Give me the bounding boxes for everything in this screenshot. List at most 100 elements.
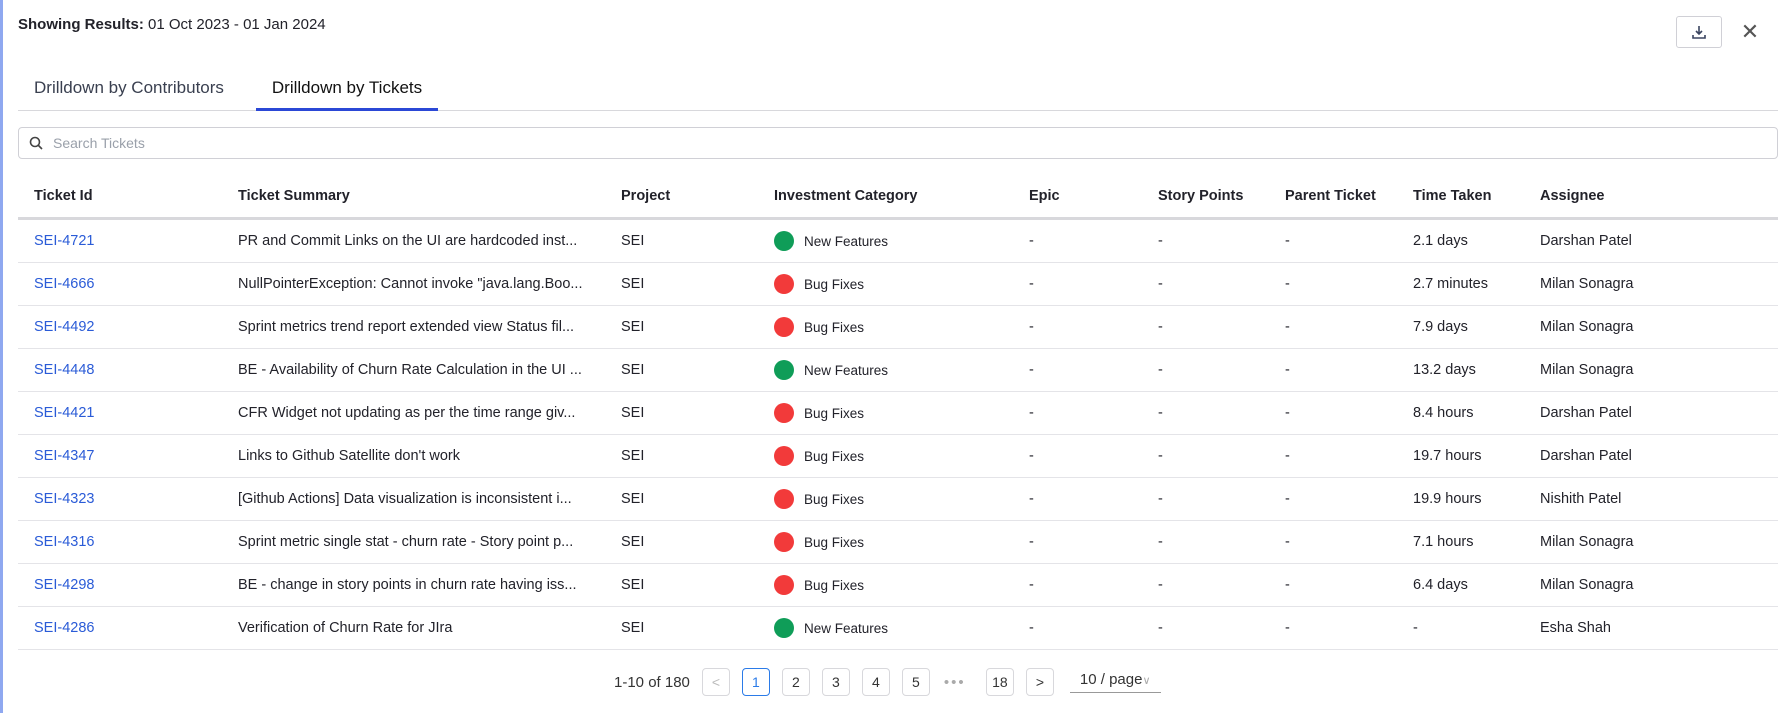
- tab-contributors[interactable]: Drilldown by Contributors: [34, 78, 224, 97]
- category-label: Bug Fixes: [804, 405, 865, 421]
- time-taken-cell: 6.4 days: [1413, 577, 1468, 593]
- table-row: SEI-4421 CFR Widget not updating as per t…: [18, 392, 1778, 435]
- assignee-cell: Nishith Patel: [1540, 491, 1622, 507]
- ticket-id-cell[interactable]: SEI-4323: [34, 491, 95, 507]
- story-points-cell: -: [1158, 577, 1163, 593]
- parent-ticket-cell: -: [1285, 405, 1290, 421]
- more-pages-ellipsis[interactable]: •••: [943, 673, 966, 691]
- category-dot-icon: [774, 446, 794, 466]
- project-cell: SEI: [621, 491, 645, 507]
- date-range: 01 Oct 2023 - 01 Jan 2024: [148, 16, 326, 33]
- table-row: SEI-4721 PR and Commit Links on the UI ar…: [18, 220, 1778, 263]
- category-label: Bug Fixes: [804, 491, 865, 507]
- project-cell: SEI: [621, 534, 645, 550]
- project-cell: SEI: [621, 276, 645, 292]
- next-page-button[interactable]: >: [1025, 668, 1054, 696]
- column-header-investment-category: Investment Category: [774, 187, 918, 204]
- project-cell: SEI: [621, 405, 645, 421]
- ticket-id-cell[interactable]: SEI-4286: [34, 620, 95, 636]
- time-taken-cell: -: [1413, 620, 1418, 636]
- epic-cell: -: [1029, 577, 1034, 593]
- chevron-down-icon: ∨: [1142, 675, 1151, 687]
- epic-cell: -: [1029, 491, 1034, 507]
- category-label: Bug Fixes: [804, 577, 865, 593]
- category-dot-icon: [774, 231, 794, 251]
- page-size-value: 10 / page: [1079, 671, 1143, 688]
- showing-results-label: Showing Results:: [18, 16, 144, 33]
- category-dot-icon: [774, 317, 794, 337]
- story-points-cell: -: [1158, 491, 1163, 507]
- assignee-cell: Milan Sonagra: [1540, 276, 1634, 292]
- time-taken-cell: 2.1 days: [1413, 233, 1468, 249]
- page-18-button[interactable]: 18: [985, 668, 1014, 696]
- ticket-summary-cell: [Github Actions] Data visualization is i…: [238, 491, 572, 507]
- parent-ticket-cell: -: [1285, 448, 1290, 464]
- close-icon: ✕: [1740, 19, 1760, 44]
- assignee-cell: Milan Sonagra: [1540, 319, 1634, 335]
- category-label: Bug Fixes: [804, 534, 865, 550]
- investment-category-cell: New Features: [774, 618, 888, 638]
- time-taken-cell: 2.7 minutes: [1413, 276, 1488, 292]
- epic-cell: -: [1029, 233, 1034, 249]
- category-dot-icon: [774, 274, 794, 294]
- ticket-summary-cell: Links to Github Satellite don't work: [238, 448, 460, 464]
- category-label: Bug Fixes: [804, 448, 865, 464]
- project-cell: SEI: [621, 362, 645, 378]
- ticket-summary-cell: Verification of Churn Rate for JIra: [238, 620, 453, 636]
- column-header-parent-ticket: Parent Ticket: [1285, 187, 1376, 204]
- story-points-cell: -: [1158, 620, 1163, 636]
- ticket-summary-cell: BE - Availability of Churn Rate Calculat…: [238, 362, 582, 378]
- parent-ticket-cell: -: [1285, 491, 1290, 507]
- ticket-id-cell[interactable]: SEI-4347: [34, 448, 95, 464]
- story-points-cell: -: [1158, 362, 1163, 378]
- investment-category-cell: New Features: [774, 231, 888, 251]
- epic-cell: -: [1029, 534, 1034, 550]
- page-5-button[interactable]: 5: [901, 668, 930, 696]
- tab-tickets[interactable]: Drilldown by Tickets: [255, 70, 439, 111]
- page-4-button[interactable]: 4: [861, 668, 890, 696]
- download-icon: [1692, 26, 1706, 39]
- ticket-id-cell[interactable]: SEI-4492: [34, 319, 95, 335]
- time-taken-cell: 7.1 hours: [1413, 534, 1474, 550]
- time-taken-cell: 7.9 days: [1413, 319, 1468, 335]
- column-header-epic: Epic: [1029, 187, 1060, 204]
- ticket-id-cell[interactable]: SEI-4666: [34, 276, 95, 292]
- page-3-button[interactable]: 3: [821, 668, 850, 696]
- assignee-cell: Milan Sonagra: [1540, 362, 1634, 378]
- table-row: SEI-4323 [Github Actions] Data visualizat…: [18, 478, 1778, 521]
- epic-cell: -: [1029, 319, 1034, 335]
- assignee-cell: Milan Sonagra: [1540, 577, 1634, 593]
- column-header-project: Project: [621, 187, 671, 204]
- ticket-id-cell[interactable]: SEI-4298: [34, 577, 95, 593]
- ticket-id-cell[interactable]: SEI-4721: [34, 233, 95, 249]
- epic-cell: -: [1029, 405, 1034, 421]
- ticket-id-cell[interactable]: SEI-4316: [34, 534, 95, 550]
- project-cell: SEI: [621, 319, 645, 335]
- prev-page-button[interactable]: <: [701, 668, 730, 696]
- download-button[interactable]: [1676, 16, 1722, 48]
- category-label: Bug Fixes: [804, 276, 865, 292]
- category-dot-icon: [774, 489, 794, 509]
- tickets-table: Ticket Id Ticket Summary Project Investment…: [18, 174, 1778, 650]
- parent-ticket-cell: -: [1285, 620, 1290, 636]
- close-button[interactable]: ✕: [1738, 19, 1762, 44]
- ticket-summary-cell: Sprint metric single stat - churn rate -…: [238, 534, 574, 550]
- story-points-cell: -: [1158, 405, 1163, 421]
- page-size-select[interactable]: 10 / page∨: [1069, 671, 1161, 693]
- parent-ticket-cell: -: [1285, 319, 1290, 335]
- category-label: New Features: [804, 620, 889, 636]
- category-label: New Features: [804, 362, 889, 378]
- assignee-cell: Esha Shah: [1540, 620, 1611, 636]
- category-dot-icon: [774, 532, 794, 552]
- ticket-id-cell[interactable]: SEI-4421: [34, 405, 95, 421]
- story-points-cell: -: [1158, 534, 1163, 550]
- page-2-button[interactable]: 2: [781, 668, 810, 696]
- page-1-button[interactable]: 1: [741, 668, 770, 696]
- panel-left-border: [0, 0, 3, 713]
- tab-bar: Drilldown by Contributors Drilldown by T…: [18, 70, 1778, 111]
- ticket-summary-cell: NullPointerException: Cannot invoke "jav…: [238, 276, 583, 292]
- ticket-id-cell[interactable]: SEI-4448: [34, 362, 95, 378]
- showing-results: Showing Results: 01 Oct 2023 - 01 Jan 20…: [18, 16, 326, 33]
- parent-ticket-cell: -: [1285, 534, 1290, 550]
- search-input[interactable]: [53, 135, 1653, 151]
